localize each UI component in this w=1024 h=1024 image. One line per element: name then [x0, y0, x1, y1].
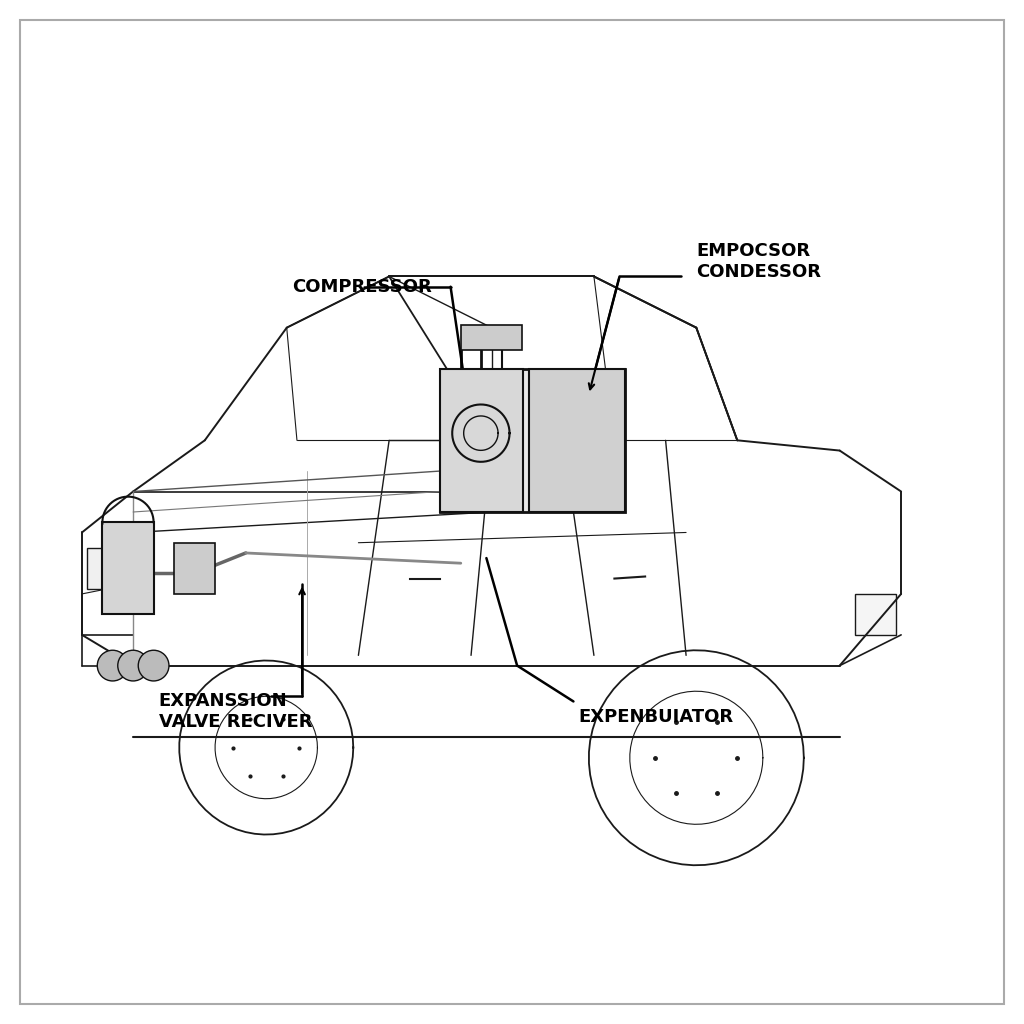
Bar — [855, 594, 896, 635]
Circle shape — [138, 650, 169, 681]
Circle shape — [97, 650, 128, 681]
Bar — [440, 369, 625, 512]
Text: EXPANSSION
VALVE RECIVER: EXPANSSION VALVE RECIVER — [159, 692, 312, 731]
Bar — [87, 548, 123, 589]
Text: EMPOCSOR
CONDESSOR: EMPOCSOR CONDESSOR — [696, 242, 821, 281]
Text: EXPENBUIATOR: EXPENBUIATOR — [579, 708, 733, 726]
Bar — [440, 369, 523, 512]
Bar — [102, 522, 154, 614]
Text: COMPRESSOR: COMPRESSOR — [292, 278, 431, 296]
Circle shape — [118, 650, 148, 681]
Bar — [174, 543, 215, 594]
Bar — [528, 369, 625, 512]
Bar — [461, 325, 522, 350]
